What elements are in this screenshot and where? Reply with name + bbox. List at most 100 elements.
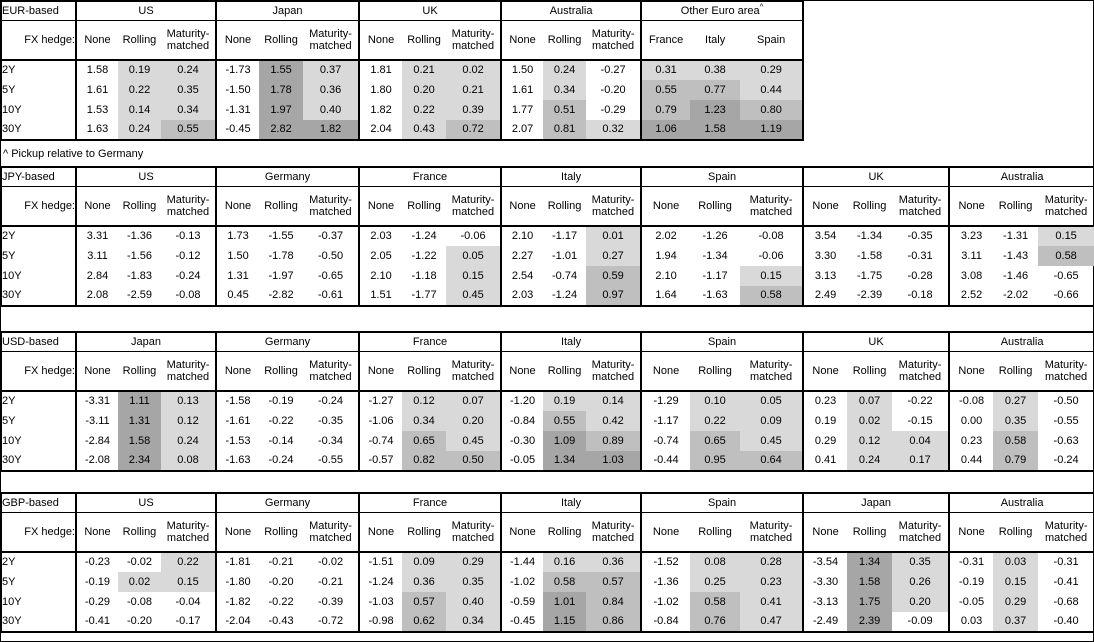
value-cell: 0.24 (847, 451, 893, 471)
value-cell: 1.82 (303, 120, 360, 140)
value-cell: 0.35 (446, 572, 502, 592)
hedge-header-none: None (358, 512, 403, 553)
value-cell: 2.52 (948, 286, 994, 306)
value-cell: -0.41 (75, 612, 118, 632)
value-cell: -0.02 (317, 556, 344, 569)
table-jpy-based: JPY-based US Germany France Italy Spain UK Aust… (0, 166, 1094, 307)
value-cell: -1.61 (215, 411, 260, 431)
hedge-header-maturity-matched: Maturity-matched (446, 186, 502, 227)
value-cell: 1.11 (118, 391, 161, 411)
country-header-uk: UK (802, 332, 950, 352)
value-cell: -2.08 (75, 451, 118, 471)
value-cell: -0.35 (907, 230, 933, 243)
value-cell: 0.58 (993, 431, 1039, 451)
value-cell: -0.24 (317, 395, 344, 408)
value-cell: -0.50 (317, 249, 344, 262)
hedge-header-maturity-matched: Maturity-matched (586, 20, 642, 61)
data-row-2y: 2Y 1.58 0.19 0.24 -1.73 1.55 0.37 1.81 0.21 0.02 1… (1, 60, 804, 80)
hedge-header-none: None (215, 186, 260, 227)
value-cell: -0.29 (75, 592, 118, 612)
value-cell: -1.36 (640, 572, 691, 592)
fx-hedge-row-label: FX hedge: (1, 351, 77, 392)
value-cell: 1.01 (543, 592, 587, 612)
value-cell: -2.82 (268, 289, 294, 302)
value-cell: -1.80 (215, 572, 260, 592)
value-cell: 1.78 (259, 80, 304, 100)
base-currency-label: GBP-based (1, 493, 77, 513)
value-cell: 1.81 (358, 60, 403, 80)
value-cell: 1.97 (259, 100, 304, 120)
value-cell: -1.31 (1003, 230, 1029, 243)
country-header-italy: Italy (500, 493, 642, 513)
hedge-header-none: None (75, 512, 118, 553)
value-cell: 0.15 (1038, 226, 1094, 246)
hedge-header-none: None (948, 186, 994, 227)
value-cell: 1.58 (75, 60, 118, 80)
value-cell: 0.86 (586, 612, 642, 632)
hedge-header-maturity-matched: Maturity-matched (586, 512, 642, 553)
value-cell: -1.17 (702, 269, 728, 282)
value-cell: 0.26 (892, 572, 950, 592)
country-header-us: US (74, 493, 217, 513)
value-cell: 1.09 (543, 431, 587, 451)
value-cell: -1.50 (215, 80, 260, 100)
value-cell: -1.97 (268, 269, 294, 282)
data-row-5y: 5Y -0.19 0.02 0.15 -1.80 -0.20 -0.21 -1.24 0.36 0… (1, 572, 1094, 592)
value-cell: -0.19 (948, 572, 994, 592)
value-cell: -1.01 (552, 249, 578, 262)
value-cell: 0.17 (892, 451, 950, 471)
value-cell: 1.55 (259, 60, 304, 80)
country-header-italy: Italy (500, 332, 642, 352)
value-cell: -0.09 (907, 615, 933, 628)
hedge-header-rolling: Rolling (402, 20, 447, 61)
value-cell: 1.77 (500, 100, 544, 120)
value-cell: 0.57 (586, 572, 642, 592)
value-cell: 1.73 (215, 226, 260, 246)
value-cell: -0.84 (640, 612, 691, 632)
hedge-header-none: None (75, 20, 118, 61)
value-cell: 0.29 (446, 552, 502, 572)
value-cell: 0.08 (161, 451, 217, 471)
value-cell: -1.24 (358, 572, 403, 592)
value-cell: 0.23 (948, 431, 994, 451)
value-cell: 0.45 (446, 286, 502, 306)
value-cell: 0.05 (740, 391, 804, 411)
value-cell: 1.15 (543, 612, 587, 632)
hedge-header-spain: Spain (740, 20, 804, 61)
value-cell: 0.04 (892, 431, 950, 451)
value-cell: 0.64 (740, 451, 804, 471)
data-row-5y: 5Y 1.61 0.22 0.35 -1.50 1.78 0.36 1.80 0.20 0.21 1… (1, 80, 804, 100)
value-cell: -0.22 (907, 395, 933, 408)
value-cell: -0.31 (948, 552, 994, 572)
value-cell: -1.81 (215, 552, 260, 572)
value-cell: 0.34 (446, 612, 502, 632)
value-cell: 0.12 (402, 391, 447, 411)
value-cell: 0.40 (446, 592, 502, 612)
data-row-2y: 2Y -0.23 -0.02 0.22 -1.81 -0.21 -0.02 -1.51 0.09… (1, 552, 1094, 572)
value-cell: -1.55 (268, 230, 294, 243)
hedge-header-maturity-matched: Maturity-matched (303, 20, 360, 61)
value-cell: 0.37 (993, 612, 1039, 632)
value-cell: -0.45 (500, 612, 544, 632)
value-cell: 0.65 (690, 431, 741, 451)
value-cell: 0.45 (740, 431, 804, 451)
value-cell: -0.50 (1053, 395, 1079, 408)
hedge-header-maturity-matched: Maturity-matched (161, 351, 217, 392)
value-cell: 3.31 (75, 226, 118, 246)
country-header-us: US (74, 167, 217, 187)
value-cell: -1.34 (857, 230, 883, 243)
value-cell: 0.34 (402, 411, 447, 431)
value-cell: 0.12 (847, 431, 893, 451)
value-cell: -1.31 (215, 100, 260, 120)
country-header-row: JPY-based US Germany France Italy Spain UK Aust… (1, 167, 1094, 187)
value-cell: -0.63 (1053, 434, 1079, 447)
hedge-header-row: FX hedge: None Rolling Maturity-matched None… (1, 186, 1094, 227)
value-cell: -0.05 (948, 592, 994, 612)
value-cell: 0.32 (586, 120, 642, 140)
value-cell: 2.02 (640, 226, 691, 246)
value-cell: 0.03 (993, 552, 1039, 572)
value-cell: -1.20 (500, 391, 544, 411)
hedge-header-rolling: Rolling (402, 186, 447, 227)
value-cell: 0.02 (118, 572, 161, 592)
value-cell: 0.50 (446, 451, 502, 471)
